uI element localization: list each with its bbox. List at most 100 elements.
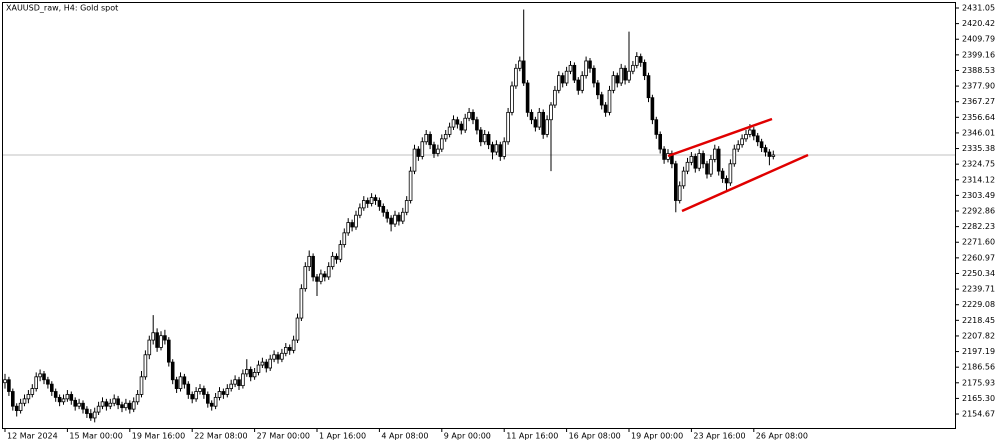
candle-body (299, 288, 304, 319)
candle-body (752, 129, 756, 137)
candle-body (365, 200, 370, 204)
candle-body (377, 200, 382, 207)
candle-body (631, 64, 635, 72)
x-tick-label: 22 Mar 08:00 (194, 432, 247, 441)
candle-body (510, 85, 514, 113)
x-tick-label: 23 Apr 16:00 (693, 432, 745, 441)
candle-body (763, 147, 768, 153)
candle-body (170, 361, 175, 381)
candle-body (420, 141, 425, 157)
candle-body (518, 60, 522, 69)
candle-body (720, 170, 725, 179)
x-tick-label: 26 Apr 08:00 (756, 432, 808, 441)
candle-body (96, 405, 101, 413)
candle-body (322, 273, 327, 278)
candle-body (112, 398, 117, 404)
y-tick-label: 2346.01 (962, 128, 995, 137)
candle-body (135, 394, 140, 403)
candle-body (568, 64, 573, 72)
candle-body (584, 60, 588, 77)
candle-body (361, 200, 366, 209)
y-tick-label: 2154.67 (962, 410, 995, 419)
candle-body (194, 391, 198, 400)
candle-body (467, 111, 471, 119)
candle-body (57, 396, 62, 403)
candle-body (186, 383, 191, 395)
x-tick-label: 11 Apr 16:00 (506, 432, 558, 441)
candle-body (26, 394, 31, 400)
y-tick-label: 2409.79 (962, 35, 995, 44)
candle-body (241, 373, 245, 387)
candle-body (65, 394, 70, 400)
candle-body (73, 399, 78, 407)
candle-body (307, 255, 311, 268)
candle-body (463, 117, 467, 131)
candle-body (202, 388, 206, 395)
candle-body (545, 119, 549, 135)
candle-body (209, 402, 214, 407)
candle-body (264, 361, 269, 369)
candle-body (693, 156, 698, 169)
candle-body (85, 408, 89, 414)
x-tick-label: 9 Apr 00:00 (444, 432, 491, 441)
marks (3, 9, 955, 423)
y-tick-label: 2229.08 (962, 300, 995, 309)
candle-body (131, 401, 136, 410)
candle-body (7, 379, 11, 392)
candle-body (490, 144, 495, 153)
candle-body (635, 56, 639, 66)
y-tick-label: 2356.64 (962, 113, 995, 122)
candle-body (373, 197, 378, 201)
y-tick-label: 2292.86 (962, 207, 995, 216)
plot-frame (2, 2, 956, 429)
candle-body (319, 273, 323, 282)
candle-body (588, 60, 592, 69)
candle-body (276, 354, 280, 360)
candle-body (736, 144, 740, 150)
candle-body (283, 347, 288, 354)
candle-body (221, 391, 226, 395)
x-tick-label: 27 Mar 00:00 (257, 432, 310, 441)
y-tick-label: 2186.56 (962, 363, 995, 372)
y-tick-label: 2431.05 (962, 3, 995, 12)
candle-body (498, 144, 503, 157)
candle-body (42, 373, 46, 381)
candle-body (104, 401, 109, 407)
candle-body (677, 185, 682, 201)
y-tick-label: 2207.82 (962, 331, 995, 340)
candle-body (428, 134, 432, 146)
candle-body (408, 170, 413, 201)
candle-body (709, 158, 713, 175)
candle-body (225, 388, 230, 395)
trend-line (681, 153, 809, 213)
candle-body (190, 394, 195, 400)
candle-body (50, 383, 54, 392)
candle-body (346, 222, 350, 234)
candle-body (369, 197, 374, 204)
candle-body (3, 379, 7, 384)
candle-body (658, 134, 662, 150)
candle-body (116, 398, 120, 406)
candle-body (38, 373, 42, 378)
candle-body (217, 391, 222, 398)
candle-body (166, 339, 171, 363)
candle-body (303, 266, 308, 290)
candle-body (638, 56, 643, 63)
candle-body (127, 402, 132, 410)
candle-body (147, 339, 152, 356)
candle-body (564, 70, 569, 84)
candle-body (447, 126, 452, 135)
candle-body (701, 153, 705, 165)
candle-body (252, 372, 257, 378)
candle-body (607, 89, 612, 113)
candle-body (759, 141, 764, 149)
candle-body (342, 232, 347, 245)
candle-body (385, 211, 389, 219)
candle-body (248, 369, 253, 378)
y-tick-label: 2303.49 (962, 191, 995, 200)
candle-body (404, 200, 409, 213)
y-tick-label: 2218.45 (962, 316, 995, 325)
candle-body (627, 70, 631, 81)
y-tick-label: 2271.60 (962, 238, 995, 247)
candle-body (108, 402, 113, 407)
